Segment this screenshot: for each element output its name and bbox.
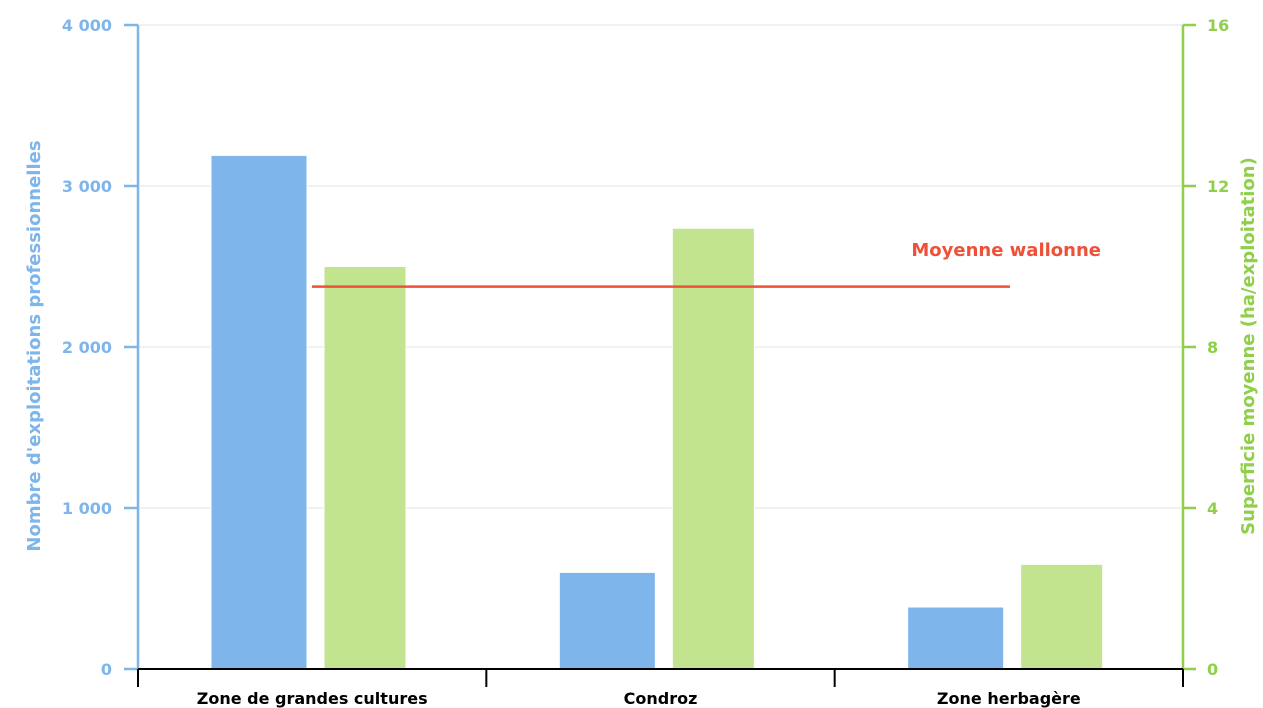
reference-line-label: Moyenne wallonne <box>911 240 1101 261</box>
reference-line-group: Moyenne wallonne <box>312 240 1101 288</box>
grid-lines <box>138 24 1183 509</box>
left-tick-label: 1 000 <box>62 499 112 518</box>
bars <box>210 154 1104 670</box>
category-label: Condroz <box>624 689 698 708</box>
right-tick-label: 4 <box>1207 499 1218 518</box>
bar-count <box>210 154 308 670</box>
left-tick-label: 3 000 <box>62 177 112 196</box>
bar-count <box>558 571 656 670</box>
right-tick-label: 16 <box>1207 16 1229 35</box>
right-tick-label: 12 <box>1207 177 1229 196</box>
left-axis-title: Nombre d'exploitations professionnelles <box>24 140 45 551</box>
right-tick-label: 8 <box>1207 338 1218 357</box>
right-tick-label: 0 <box>1207 660 1218 679</box>
right-axis-title: Superficie moyenne (ha/exploitation) <box>1238 157 1259 535</box>
left-tick-label: 2 000 <box>62 338 112 357</box>
category-label: Zone herbagère <box>937 689 1081 708</box>
bar-area <box>671 227 755 670</box>
bar-area <box>1020 563 1104 670</box>
bar-count <box>907 606 1005 670</box>
axes: Zone de grandes cultures Condroz Zone herb… <box>62 16 1229 708</box>
left-tick-label: 0 <box>101 660 112 679</box>
category-label: Zone de grandes cultures <box>197 689 428 708</box>
bar-area <box>323 266 407 670</box>
left-tick-label: 4 000 <box>62 16 112 35</box>
